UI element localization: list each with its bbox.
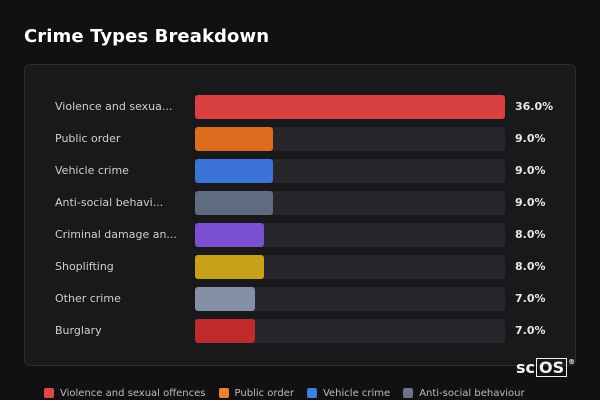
bar-row: Public order 9.0% [25,127,577,151]
legend-label: Public order [234,387,294,399]
bar-category-label: Vehicle crime [55,164,129,177]
bar-value-label: 36.0% [515,100,554,113]
bar-category-label: Shoplifting [55,260,114,273]
bar-category-label: Public order [55,132,121,145]
bar-row: Other crime 7.0% [25,287,577,311]
logo-text-prefix: sc [516,358,536,377]
legend-swatch [306,388,317,398]
bar-category-label: Anti-social behavi... [55,196,164,209]
logo-registered-mark: ® [568,358,576,366]
bar-value-label: 7.0% [515,324,546,337]
bar [195,255,264,279]
bar-value-label: 9.0% [515,132,546,145]
bar-value-label: 9.0% [515,196,546,209]
bar-track [195,191,505,215]
bar-row: Criminal damage an... 8.0% [25,223,577,247]
logo-text-boxed: OS [536,358,568,377]
bar [195,95,505,119]
bar [195,191,273,215]
legend-item: Anti-social behaviour [403,387,525,399]
bar-value-label: 8.0% [515,260,546,273]
bar-category-label: Violence and sexua... [55,100,173,113]
bar-row: Shoplifting 8.0% [25,255,577,279]
bar-track [195,319,505,343]
bar-category-label: Criminal damage an... [55,228,177,241]
legend-item: Public order [218,387,294,399]
bar-row: Vehicle crime 9.0% [25,159,577,183]
legend-swatch [44,388,54,398]
chart-legend: Violence and sexual offences Public order… [44,386,525,400]
bar-row: Anti-social behavi... 9.0% [25,191,577,215]
bar-row: Burglary 7.0% [25,319,577,343]
bar-track [195,287,505,311]
bar-value-label: 8.0% [515,228,546,241]
legend-item: Violence and sexual offences [44,388,206,399]
bar-track [195,159,505,183]
scos-logo: sc OS ® [516,358,575,377]
bar-value-label: 7.0% [515,292,546,305]
bar [195,127,273,151]
bar-value-label: 9.0% [515,164,546,177]
bar-track [195,223,505,247]
legend-swatch [403,388,414,398]
bar [195,319,255,343]
bar-track [195,127,505,151]
bar-category-label: Other crime [55,292,121,305]
bar [195,287,255,311]
bar [195,223,264,247]
legend-swatch [218,388,229,398]
bar-track [195,255,505,279]
bar-row: Violence and sexua... 36.0% [25,95,577,119]
bar [195,159,273,183]
chart-panel: Violence and sexua... 36.0% Public order 9.… [24,64,576,366]
bar-track [195,95,505,119]
legend-label: Vehicle crime [322,387,391,399]
legend-label: Violence and sexual offences [60,387,206,399]
page-title: Crime Types Breakdown [24,26,270,47]
legend-label: Anti-social behaviour [419,387,525,399]
legend-item: Vehicle crime [306,387,391,399]
bar-category-label: Burglary [55,324,102,337]
